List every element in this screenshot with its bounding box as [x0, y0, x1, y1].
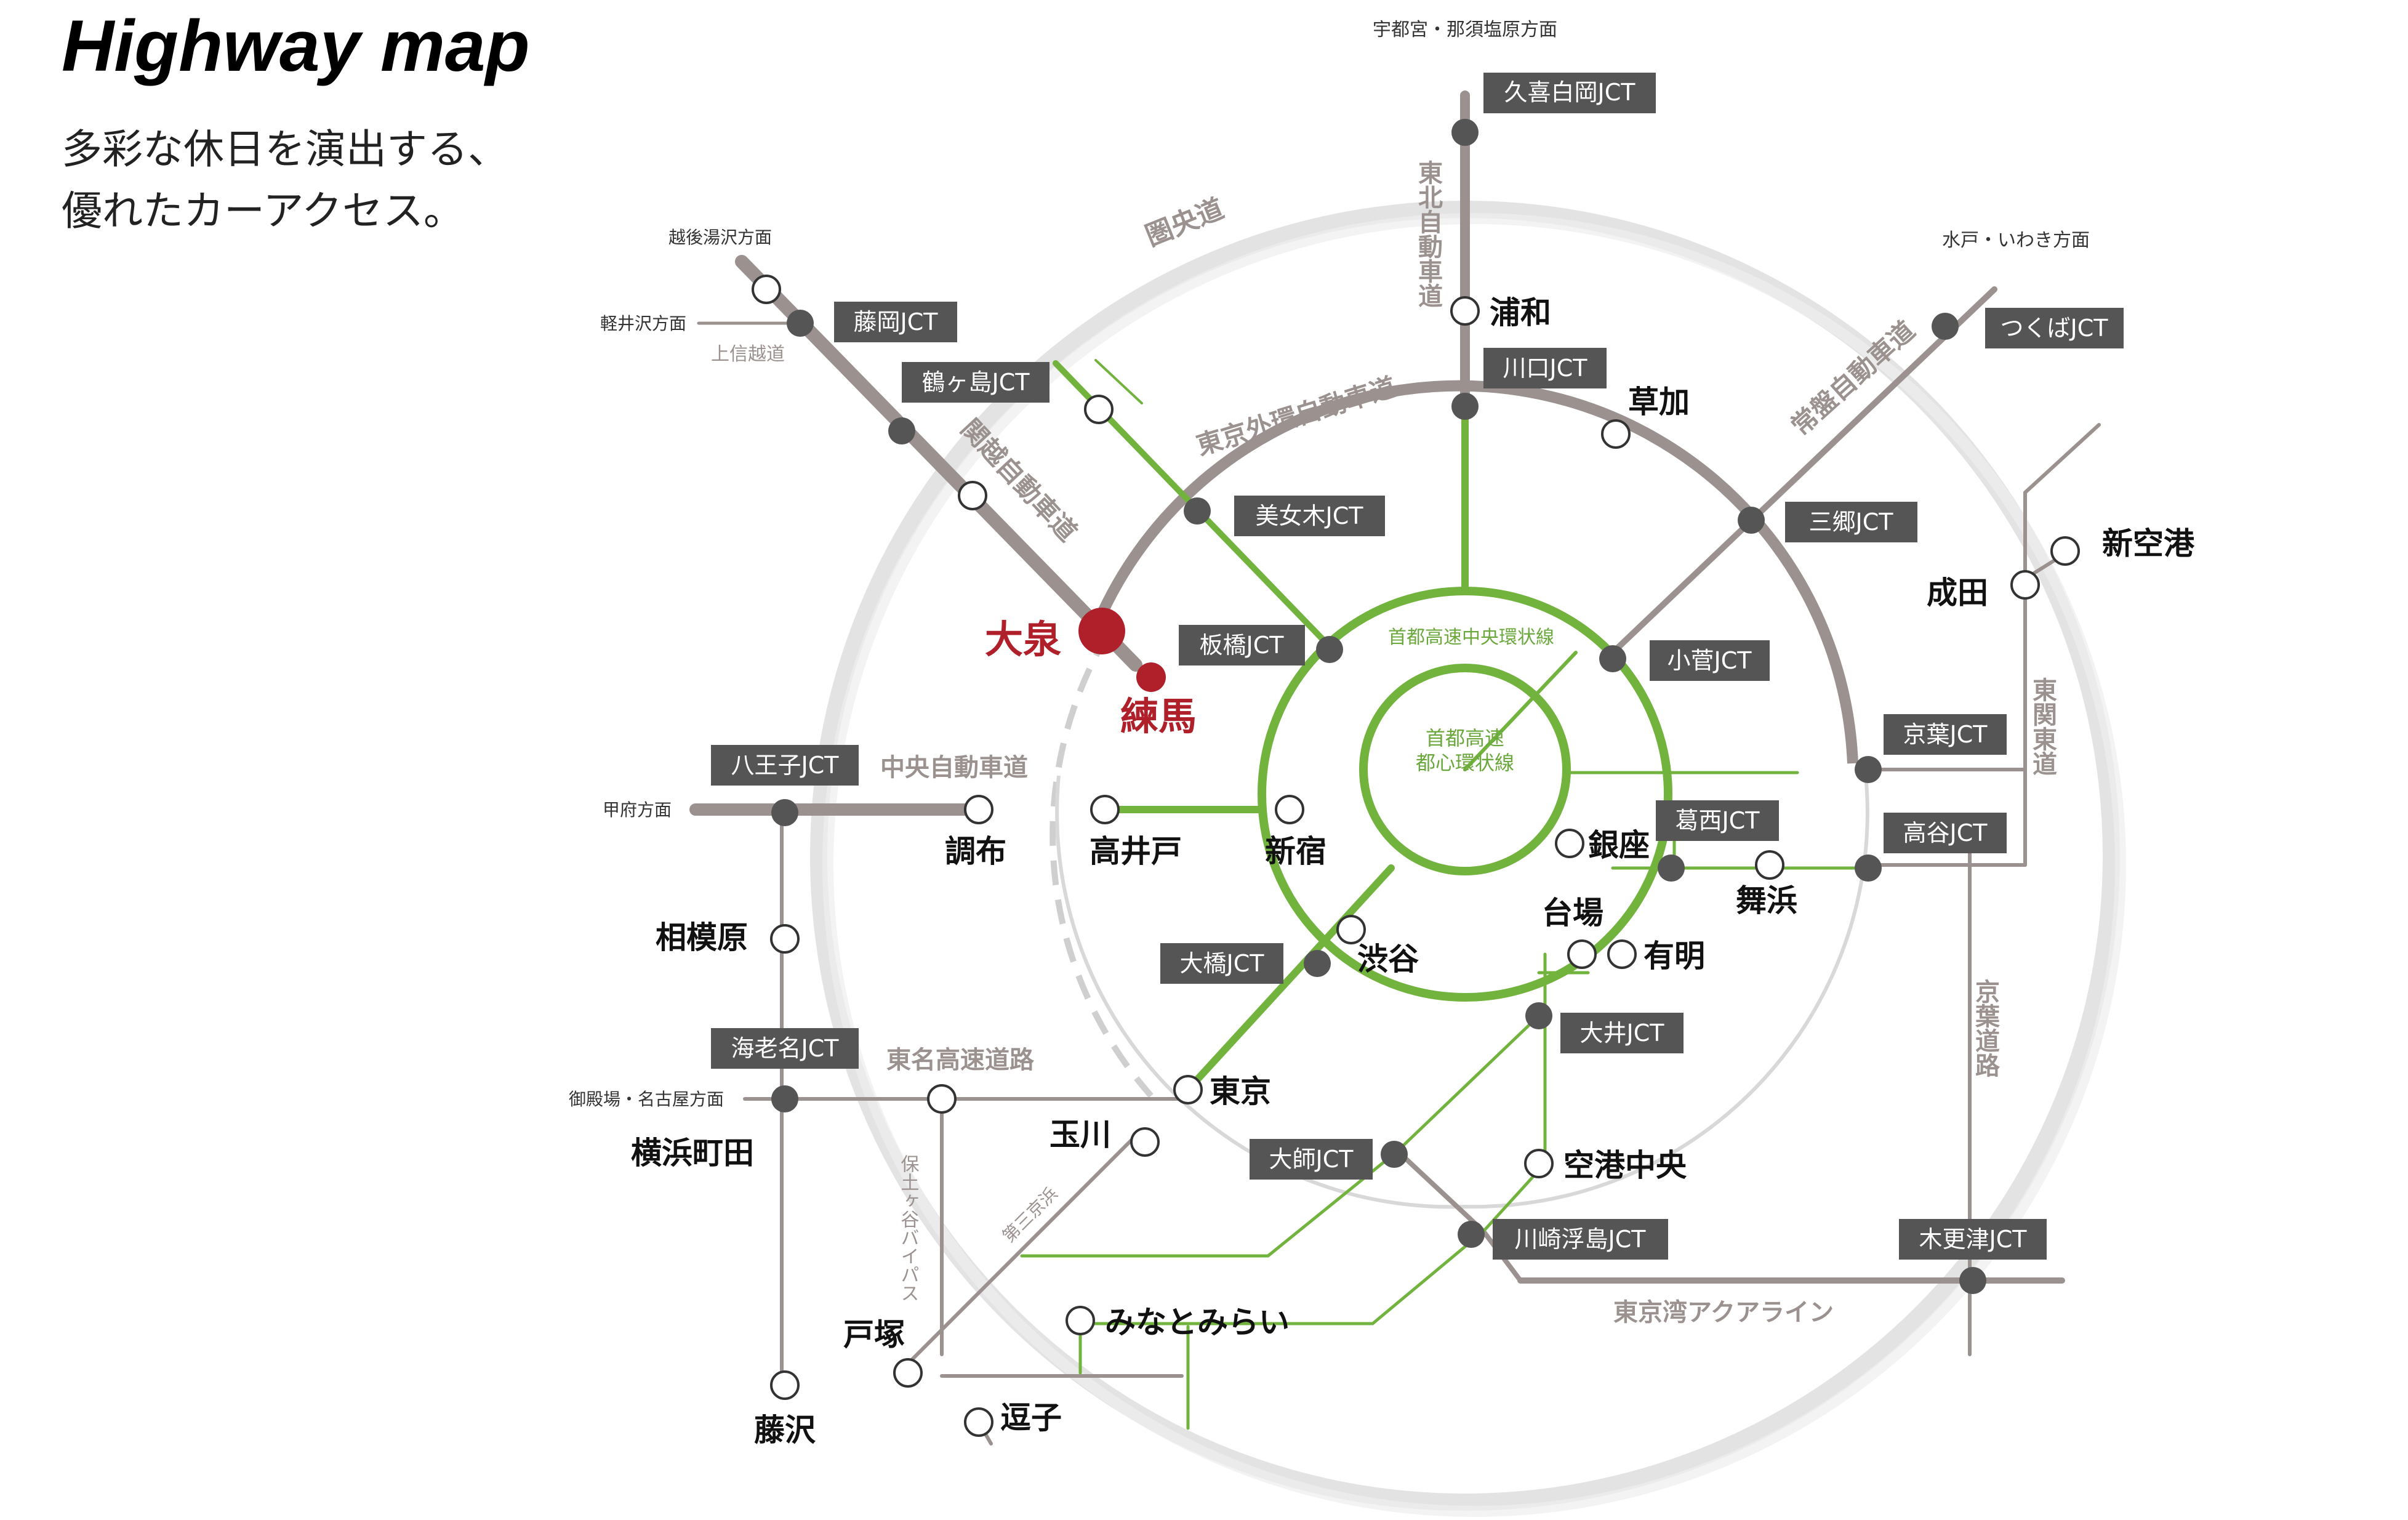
place-soka: 草加: [1628, 384, 1690, 420]
place-zushi: 逗子: [1000, 1400, 1062, 1436]
jct-label-tsurugashima: 鶴ヶ島JCT: [902, 362, 1049, 403]
jct-label-kawasaki: 川崎浮島JCT: [1493, 1219, 1668, 1260]
jct-label-kasai: 葛西JCT: [1656, 800, 1779, 841]
svg-text:久喜白岡JCT: 久喜白岡JCT: [1504, 79, 1636, 106]
jct-label-ohashi: 大橋JCT: [1160, 943, 1283, 984]
subtitle-line-1: 多彩な休日を演出する、: [62, 126, 508, 173]
dir-gotemba: 御殿場・名古屋方面: [569, 1089, 724, 1109]
route-keiyo: 京葉道路: [1971, 979, 2001, 1077]
jct-label-keiyo: 京葉JCT: [1884, 714, 2007, 755]
subtitle-line-2: 優れたカーアクセス。: [62, 187, 464, 235]
gaikan-planned-dashed: [1049, 632, 1154, 1098]
dir-utsunomiya: 宇都宮・那須塩原方面: [1373, 19, 1557, 41]
place-shibuya: 渋谷: [1357, 941, 1419, 977]
page-title: Highway map: [62, 6, 530, 87]
jct-label-takaya: 高谷JCT: [1884, 813, 2007, 853]
route-gaikan: 東京外環自動車道: [1193, 372, 1400, 461]
svg-text:木更津JCT: 木更津JCT: [1919, 1226, 2028, 1253]
svg-text:海老名JCT: 海老名JCT: [731, 1035, 840, 1062]
svg-text:川崎浮島JCT: 川崎浮島JCT: [1515, 1226, 1647, 1253]
place-fujisawa: 藤沢: [754, 1412, 816, 1448]
place-totsuka: 戸塚: [843, 1317, 905, 1353]
route-inner-circular-1: 首都高速: [1426, 726, 1504, 750]
jct-label-tsukuba: つくばJCT: [1985, 308, 2124, 348]
oizumi-marker: [1078, 608, 1125, 654]
place-shinjuku: 新宿: [1265, 834, 1326, 869]
place-shinkuko: 新空港: [2102, 526, 2195, 561]
route-tohoku: 東北自動車道: [1414, 160, 1443, 308]
svg-text:八王子JCT: 八王子JCT: [731, 752, 840, 779]
place-tamagawa: 玉川: [1049, 1117, 1111, 1152]
route-joshinetsu: 上信越道: [711, 344, 785, 365]
jct-label-kosuge: 小菅JCT: [1650, 640, 1770, 681]
outer-ring-shadow: [822, 213, 2126, 1517]
jct-label-ebina: 海老名JCT: [711, 1028, 859, 1069]
place-daiba: 台場: [1542, 895, 1603, 931]
place-ginza: 銀座: [1588, 827, 1650, 863]
place-narita: 成田: [1927, 575, 1988, 611]
dir-mito: 水戸・いわき方面: [1942, 230, 2090, 251]
jct-label-kuki: 久喜白岡JCT: [1483, 73, 1656, 113]
route-daisan-keihin: 第三京浜: [998, 1183, 1062, 1247]
route-kanetsu: 関越自動車道: [955, 413, 1083, 547]
svg-text:大師JCT: 大師JCT: [1269, 1146, 1354, 1173]
dir-echigo: 越後湯沢方面: [668, 227, 772, 247]
route-aqualine: 東京湾アクアライン: [1613, 1298, 1834, 1327]
jct-label-oi: 大井JCT: [1560, 1013, 1684, 1053]
svg-text:美女木JCT: 美女木JCT: [1256, 502, 1364, 529]
place-sagamihara: 相模原: [656, 920, 748, 955]
svg-text:大橋JCT: 大橋JCT: [1180, 950, 1265, 977]
route-tomei: 東名高速道路: [886, 1046, 1035, 1074]
place-urawa: 浦和: [1490, 295, 1551, 331]
place-tokyo: 東京: [1210, 1074, 1271, 1109]
svg-text:藤岡JCT: 藤岡JCT: [854, 308, 939, 336]
jct-label-fujioka: 藤岡JCT: [834, 302, 957, 342]
svg-text:川口JCT: 川口JCT: [1503, 355, 1588, 382]
route-central-circular: 首都高速中央環状線: [1388, 627, 1554, 648]
jct-nodes: [771, 119, 1986, 1294]
jct-label-itabashi: 板橋JCT: [1179, 625, 1305, 666]
jct-label-kisarazu: 木更津JCT: [1899, 1219, 2047, 1260]
place-chofu: 調布: [945, 834, 1006, 869]
svg-text:つくばJCT: つくばJCT: [2001, 315, 2109, 342]
svg-text:京葉JCT: 京葉JCT: [1903, 721, 1988, 748]
dir-karuizawa: 軽井沢方面: [600, 313, 686, 334]
jct-label-bijogi: 美女木JCT: [1234, 496, 1385, 536]
dir-kofu: 甲府方面: [603, 800, 672, 820]
route-inner-circular-2: 都心環状線: [1416, 751, 1514, 774]
route-higashikanto: 東関東道: [2028, 677, 2057, 776]
place-ariake: 有明: [1643, 938, 1705, 974]
gaikan-ring: [1090, 380, 1858, 764]
jct-label-kawaguchi: 川口JCT: [1483, 348, 1607, 388]
jct-label-daishi: 大師JCT: [1250, 1139, 1373, 1180]
svg-text:葛西JCT: 葛西JCT: [1676, 807, 1760, 834]
place-kuko-chuo: 空港中央: [1563, 1148, 1687, 1183]
nerima-marker: [1136, 662, 1166, 692]
place-yokohama-machida: 横浜町田: [631, 1135, 754, 1171]
svg-text:板橋JCT: 板橋JCT: [1200, 632, 1285, 659]
place-nerima: 練馬: [1120, 694, 1197, 739]
place-minatomirai: みなとみらい: [1105, 1305, 1290, 1340]
route-chuo: 中央自動車道: [880, 754, 1028, 782]
jct-label-misato: 三郷JCT: [1785, 502, 1917, 542]
place-nodes: [752, 275, 2080, 1437]
svg-text:小菅JCT: 小菅JCT: [1668, 647, 1752, 674]
place-takaido: 高井戸: [1090, 834, 1182, 869]
svg-text:高谷JCT: 高谷JCT: [1903, 819, 1988, 846]
place-oizumi: 大泉: [985, 617, 1061, 662]
gaikan-ring-inner: [1055, 769, 1869, 1209]
svg-text:大井JCT: 大井JCT: [1580, 1019, 1665, 1047]
route-kenodo: 圏央道: [1141, 193, 1228, 252]
svg-text:鶴ヶ島JCT: 鶴ヶ島JCT: [922, 369, 1030, 396]
jct-label-hachioji: 八王子JCT: [711, 745, 859, 786]
route-hodogaya: 保土ヶ谷バイパス: [897, 1154, 920, 1302]
place-maihama: 舞浜: [1736, 883, 1797, 919]
svg-text:三郷JCT: 三郷JCT: [1809, 509, 1894, 536]
